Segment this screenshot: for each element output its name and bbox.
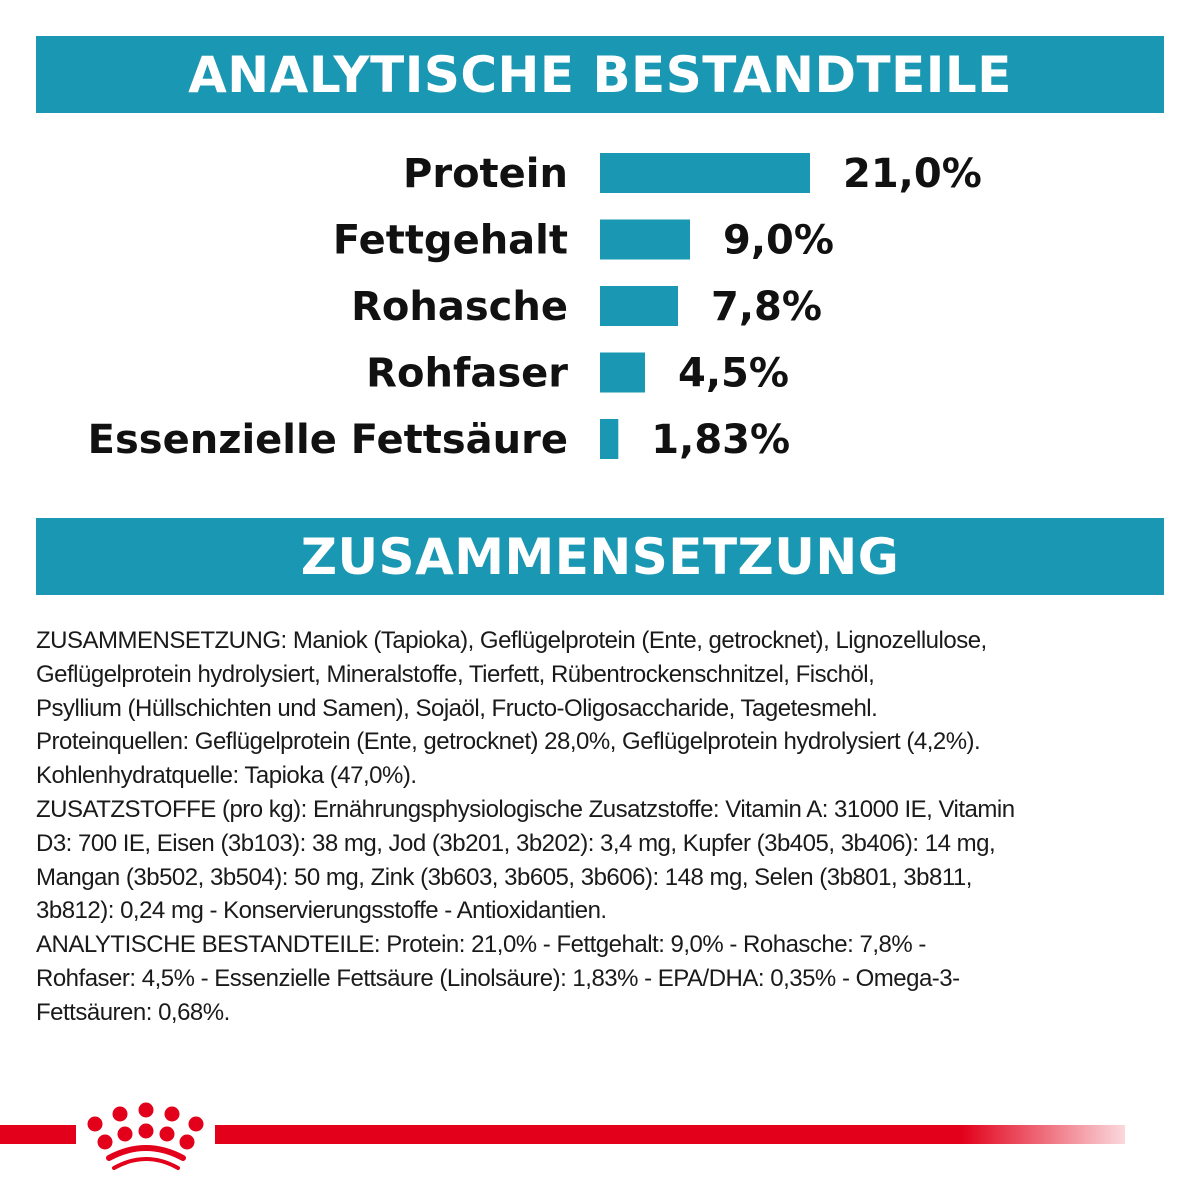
bar <box>600 419 619 459</box>
composition-line: 3b812): 0,24 mg - Konservierungsstoffe -… <box>36 897 607 925</box>
bar-label: Protein <box>403 151 568 197</box>
bar-value-label: 9,0% <box>723 218 834 264</box>
bar-label: Rohasche <box>351 284 568 330</box>
composition-line: ZUSATZSTOFFE (pro kg): Ernährungsphysiol… <box>36 795 1015 823</box>
bar <box>600 219 690 260</box>
composition-line: ANALYTISCHE BESTANDTEILE: Protein: 21,0%… <box>36 931 926 959</box>
composition-line: Proteinquellen: Geflügelprotein (Ente, g… <box>36 728 981 756</box>
composition-line: Fettsäuren: 0,68%. <box>36 998 230 1026</box>
bar <box>600 153 810 193</box>
composition-line: ZUSAMMENSETZUNG: Maniok (Tapioka), Geflü… <box>36 627 987 654</box>
bar-label: Rohfaser <box>366 351 568 397</box>
bar-label: Essenzielle Fettsäure <box>88 417 568 463</box>
analytical-constituents-header: ANALYTISCHE BESTANDTEILE <box>36 36 1164 113</box>
bar-label: Fettgehalt <box>333 218 568 264</box>
analytical-bar-chart: Protein 21,0% Fettgehalt 9,0% Rohasche 7,8% Ro… <box>88 151 982 463</box>
composition-line: Geflügelprotein hydrolysiert, Mineralsto… <box>36 660 875 688</box>
brand-line-left <box>0 1125 76 1144</box>
bar-value-label: 7,8% <box>711 284 822 330</box>
bar-value-label: 4,5% <box>678 351 789 397</box>
composition-line: Kohlenhydratquelle: Tapioka (47,0%). <box>36 762 417 790</box>
bar-value-label: 1,83% <box>651 417 790 463</box>
bar-value-label: 21,0% <box>843 151 982 197</box>
composition-line: Psyllium (Hüllschichten und Samen), Soja… <box>36 694 878 722</box>
royal-canin-crown-logo <box>87 1102 204 1170</box>
composition-header: ZUSAMMENSETZUNG <box>36 518 1164 595</box>
composition-line: Rohfaser: 4,5% - Essenzielle Fettsäure (… <box>36 964 960 992</box>
brand-line-right <box>215 1125 1125 1144</box>
bar <box>600 286 678 326</box>
composition-line: Mangan (3b502, 3b504): 50 mg, Zink (3b60… <box>36 863 972 891</box>
bar <box>600 352 645 393</box>
composition-line: D3: 700 IE, Eisen (3b103): 38 mg, Jod (3… <box>36 829 996 857</box>
composition-text: ZUSAMMENSETZUNG: Maniok (Tapioka), Geflü… <box>36 624 1015 1030</box>
